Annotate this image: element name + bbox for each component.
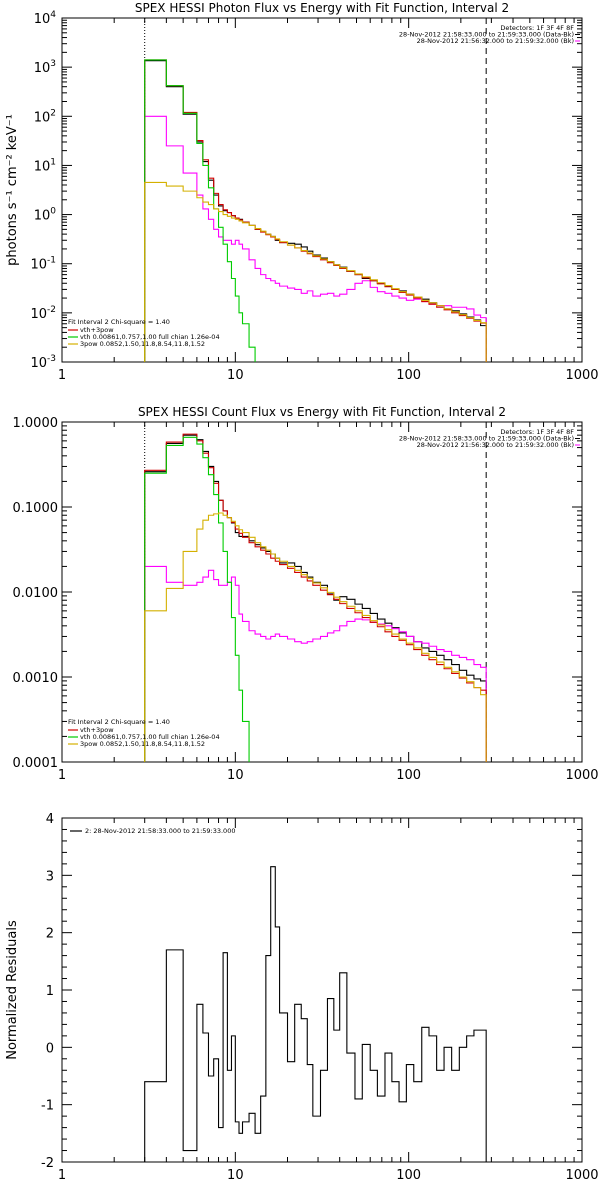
y-tick-label: 103 xyxy=(34,59,56,76)
x-tick-label: 1000 xyxy=(565,1168,598,1183)
info-line: Detectors: 1F 3F 4F 8F xyxy=(500,24,574,32)
x-tick-label: 1 xyxy=(58,768,66,783)
y-tick-base: 10 xyxy=(34,159,51,174)
x-tick-label: 1000 xyxy=(565,368,598,383)
y-tick-label: 0.0010 xyxy=(13,671,59,686)
y-tick-label: 2 xyxy=(46,927,54,942)
series-line-3pow xyxy=(144,181,487,362)
legend-entry: vth 0.00861,0.757,1.00 full chian 1.26e-… xyxy=(80,333,220,341)
y-tick-label: 10-2 xyxy=(30,305,56,322)
series-line-Residuals xyxy=(144,866,487,1162)
series-line-Data-Bk xyxy=(144,434,487,762)
panel-2: SPEX HESSI Count Flux vs Energy with Fit… xyxy=(13,405,599,783)
series-group xyxy=(144,59,487,362)
y-axis-label: Normalized Residuals xyxy=(5,920,20,1060)
y-tick-label: 101 xyxy=(34,157,56,174)
y-tick-exponent: 2 xyxy=(50,108,56,118)
y-tick-label: 10-3 xyxy=(30,354,56,371)
series-group xyxy=(144,866,487,1162)
x-tick-label: 10 xyxy=(227,1168,244,1183)
y-tick-base: 10 xyxy=(34,12,51,27)
y-tick-label: 0.1000 xyxy=(13,501,59,516)
plot-frame xyxy=(61,17,583,363)
y-tick-base: 10 xyxy=(30,307,47,322)
y-tick-label: 1.0000 xyxy=(13,416,59,431)
y-tick-exponent: 3 xyxy=(50,59,56,69)
series-group xyxy=(144,433,487,762)
y-tick-base: 10 xyxy=(34,110,51,125)
y-tick-label: 1 xyxy=(46,984,54,999)
plot-frame xyxy=(61,421,583,763)
series-line-Bk xyxy=(144,115,487,362)
y-tick-label: 3 xyxy=(46,869,54,884)
info-line: Detectors: 1F 3F 4F 8F xyxy=(500,428,574,436)
legend-entry: 2: 28-Nov-2012 21:58:33.000 to 21:59:33.… xyxy=(85,827,235,835)
series-line-vth xyxy=(144,436,250,762)
plot-frame xyxy=(61,817,583,1163)
legend-entry: vth+3pow xyxy=(80,726,114,734)
series-line-vth xyxy=(144,59,256,362)
x-tick-label: 1 xyxy=(58,368,66,383)
y-tick-base: 10 xyxy=(30,356,47,371)
y-tick-label: 0.0001 xyxy=(13,756,59,771)
legend-entry: vth 0.00861,0.757,1.00 full chian 1.26e-… xyxy=(80,733,220,741)
chart-title: SPEX HESSI Photon Flux vs Energy with Fi… xyxy=(135,1,509,15)
panel-3: 1 10 100 1000 -2 -1 0 1 2 3 4 Normalized Residuals 2… xyxy=(5,812,599,1183)
y-tick-base: 10 xyxy=(34,61,51,76)
info-line: 28-Nov-2012 21:56:32.000 to 21:59:32.000… xyxy=(417,37,574,45)
x-tick-label: 10 xyxy=(227,768,244,783)
y-tick-base: 10 xyxy=(34,209,51,224)
series-line-3pow xyxy=(144,512,487,762)
info-line: 28-Nov-2012 21:56:32.000 to 21:59:32.000… xyxy=(417,441,574,449)
x-tick-label: 1 xyxy=(58,1168,66,1183)
x-tick-label: 100 xyxy=(396,1168,421,1183)
series-line-vth+3pow xyxy=(144,433,487,762)
y-tick-exponent: 0 xyxy=(50,207,56,217)
y-tick-label: 4 xyxy=(46,812,54,827)
y-tick-exponent: -2 xyxy=(47,305,56,315)
y-tick-exponent: 4 xyxy=(50,10,56,20)
x-tick-label: 10 xyxy=(227,368,244,383)
info-line: 28-Nov-2012 21:58:33.000 to 21:59:33.000… xyxy=(399,31,574,39)
y-tick-exponent: -3 xyxy=(47,354,56,364)
y-tick-label: -2 xyxy=(41,1156,54,1171)
x-tick-label: 1000 xyxy=(565,768,598,783)
y-axis-label: photons s⁻¹ cm⁻² keV⁻¹ xyxy=(5,114,20,266)
series-line-Data-Bk xyxy=(144,60,487,362)
y-tick-label: -1 xyxy=(41,1099,54,1114)
info-line: 28-Nov-2012 21:58:33.000 to 21:59:33.000… xyxy=(399,435,574,443)
y-tick-label: 102 xyxy=(34,108,56,125)
y-tick-label: 0.0100 xyxy=(13,586,59,601)
y-tick-exponent: 1 xyxy=(50,157,56,167)
legend-header: Fit Interval 2 Chi-square = 1.40 xyxy=(68,318,170,326)
legend-header: Fit Interval 2 Chi-square = 1.40 xyxy=(68,718,170,726)
chart-title: SPEX HESSI Count Flux vs Energy with Fit… xyxy=(138,405,506,419)
y-tick-label: 104 xyxy=(34,10,57,27)
x-tick-label: 100 xyxy=(396,368,421,383)
series-line-vth+3pow xyxy=(144,59,487,362)
x-tick-label: 100 xyxy=(396,768,421,783)
y-tick-label: 0 xyxy=(46,1041,54,1056)
legend-entry: 3pow 0.0852,1.50,11.8,8.54,11.8,1.52 xyxy=(80,740,205,748)
legend-entry: 3pow 0.0852,1.50,11.8,8.54,11.8,1.52 xyxy=(80,340,205,348)
series-line-Bk xyxy=(144,565,487,762)
y-tick-label: 10-1 xyxy=(30,256,56,273)
panel-1: SPEX HESSI Photon Flux vs Energy with Fi… xyxy=(5,1,599,383)
y-tick-exponent: -1 xyxy=(47,256,56,266)
y-tick-label: 100 xyxy=(34,207,57,224)
legend-entry: vth+3pow xyxy=(80,326,114,334)
y-tick-base: 10 xyxy=(30,258,47,273)
